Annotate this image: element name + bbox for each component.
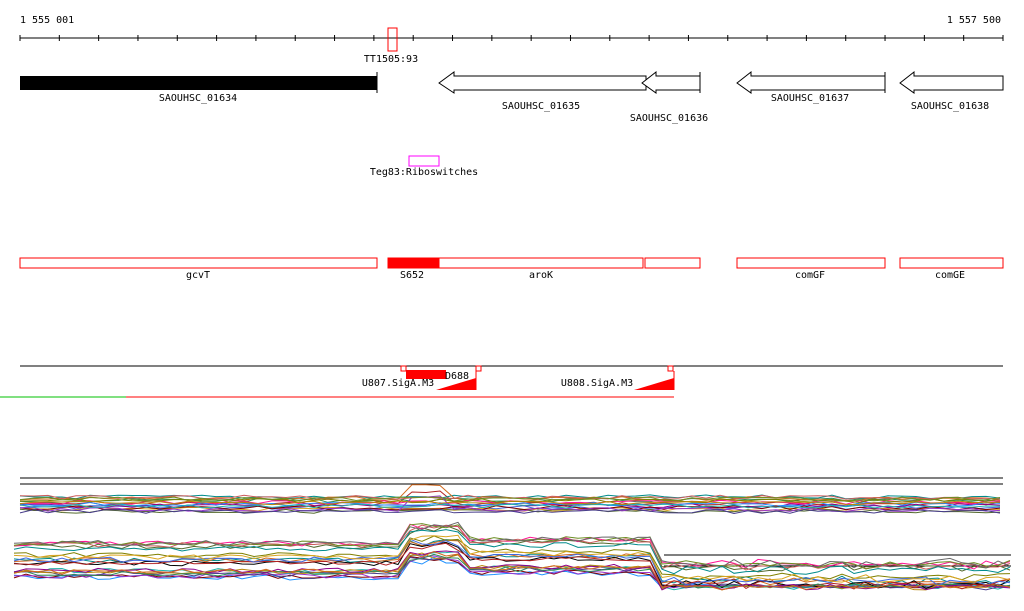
gene-label: SAOUHSC_01637	[771, 93, 849, 104]
promoter-D688-box[interactable]	[406, 370, 446, 379]
expression-trace	[13, 529, 1011, 575]
feature-comGE[interactable]	[899, 257, 1004, 269]
ruler-ticks	[19, 35, 1004, 41]
promoter-U808-wedge[interactable]	[634, 378, 674, 390]
ruler: 1 555 001 1 557 500	[19, 15, 1004, 41]
promoter-label: U808.SigA.M3	[561, 378, 633, 389]
promoter-U807-wedge[interactable]	[436, 378, 476, 390]
riboswitch-label: Teg83:Riboswitches	[370, 167, 478, 178]
riboswitch[interactable]: Teg83:Riboswitches	[370, 155, 478, 178]
expression-trace	[13, 534, 1011, 583]
gene-SAOUHSC_01634[interactable]	[20, 76, 377, 90]
feature-label: aroK	[529, 270, 553, 281]
expression-trace	[19, 508, 1001, 515]
gene-SAOUHSC_01635[interactable]	[438, 71, 647, 94]
expression-trace	[13, 552, 1011, 591]
expression-trace	[19, 505, 1001, 511]
expression-trace	[13, 538, 1011, 586]
promoter-label: D688	[445, 371, 469, 382]
feature-comGF[interactable]	[736, 257, 886, 269]
promoter-track: D688 U807.SigA.M3 U808.SigA.M3	[0, 365, 1003, 398]
feature-S652[interactable]	[387, 257, 440, 269]
feature-aroK-segment[interactable]	[644, 257, 701, 269]
promoter-marker	[475, 365, 482, 372]
expression-trace	[13, 521, 1011, 569]
gene-SAOUHSC_01638[interactable]	[899, 70, 1004, 94]
ruler-start-label: 1 555 001	[20, 15, 74, 26]
ruler-end-label: 1 557 500	[947, 15, 1001, 26]
riboswitch-box[interactable]	[408, 155, 440, 167]
terminator[interactable]: TT1505:93	[364, 27, 418, 65]
expression-traces	[13, 477, 1011, 591]
gene-SAOUHSC_01636[interactable]	[641, 70, 701, 94]
gene-SAOUHSC_01637[interactable]	[736, 70, 886, 94]
promoter-marker	[400, 365, 407, 372]
expression-trace	[19, 500, 1001, 506]
feature-label: comGF	[795, 270, 825, 281]
expression-trace	[19, 496, 1001, 502]
expression-trace	[19, 503, 1001, 509]
expression-trace	[13, 551, 1011, 591]
gene-label: SAOUHSC_01636	[630, 113, 708, 124]
gene-label: SAOUHSC_01634	[159, 93, 237, 104]
terminator-label: TT1505:93	[364, 54, 418, 65]
gene-track: SAOUHSC_01634 SAOUHSC_01635 SAOUHSC_0163…	[20, 70, 1004, 124]
feature-aroK[interactable]	[438, 257, 644, 269]
feature-label: S652	[400, 270, 424, 281]
gene-label: SAOUHSC_01638	[911, 101, 989, 112]
promoter-label: U807.SigA.M3	[362, 378, 434, 389]
feature-label: comGE	[935, 270, 965, 281]
feature-label: gcvT	[186, 270, 210, 281]
expression-trace	[13, 535, 1011, 581]
gene-label: SAOUHSC_01635	[502, 101, 580, 112]
terminator-box[interactable]	[387, 27, 398, 52]
promoter-marker	[667, 365, 674, 372]
feature-gcvT[interactable]	[19, 257, 378, 269]
feature-track: gcvT S652 aroK comGF comGE	[19, 257, 1004, 281]
